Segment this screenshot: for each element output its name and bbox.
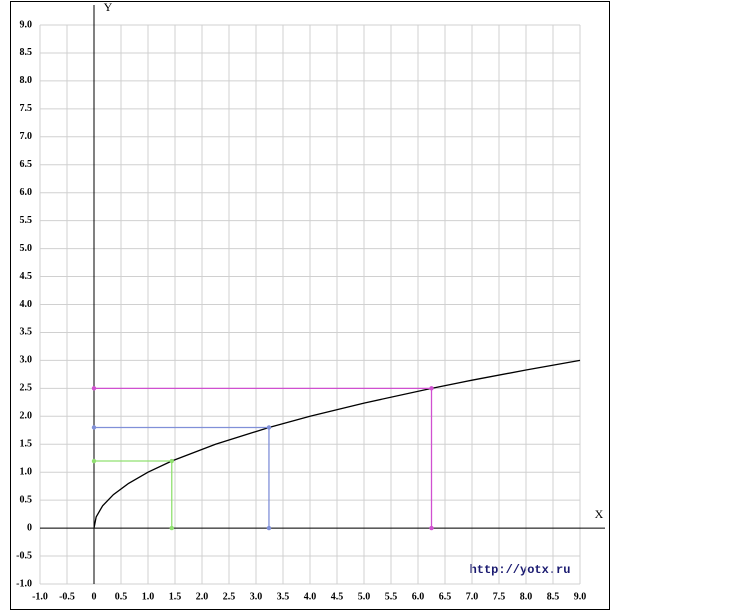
x-tick-label: 4.0 xyxy=(304,591,317,602)
y-tick-label: 5.5 xyxy=(20,215,33,226)
y-tick-label: -0.5 xyxy=(16,550,32,561)
x-tick-label: 1.0 xyxy=(142,591,155,602)
y-tick-label: 6.5 xyxy=(20,159,33,170)
x-tick-label: -1.0 xyxy=(32,591,48,602)
x-tick-label: 6.0 xyxy=(412,591,425,602)
x-tick-label: 6.5 xyxy=(439,591,452,602)
y-tick-label: 8.0 xyxy=(20,75,33,86)
x-tick-label: 3.0 xyxy=(250,591,263,602)
x-tick-label: 0 xyxy=(92,591,97,602)
marker xyxy=(266,425,272,430)
marker xyxy=(429,386,434,391)
marker-x-foot xyxy=(429,525,434,531)
y-tick-label: 8.5 xyxy=(20,47,33,58)
x-tick-label: 1.5 xyxy=(169,591,182,602)
y-tick-label: 7.0 xyxy=(20,131,33,142)
marker-y-foot xyxy=(91,386,97,391)
marker-y-foot xyxy=(91,458,97,464)
y-tick-label: 5.0 xyxy=(20,243,33,254)
y-tick-label: 3.5 xyxy=(20,327,33,338)
y-tick-label: 6.0 xyxy=(20,187,33,198)
y-tick-label: 1.5 xyxy=(20,439,33,450)
y-tick-label: 4.0 xyxy=(20,299,33,310)
x-tick-label: 8.0 xyxy=(520,591,533,602)
x-tick-label: 8.5 xyxy=(547,591,560,602)
marker-y-foot xyxy=(91,425,97,430)
curve xyxy=(93,359,581,529)
x-tick-label: 2.5 xyxy=(223,591,236,602)
marker-x-foot xyxy=(266,525,272,531)
y-tick-label: 7.5 xyxy=(20,103,33,114)
x-tick-label: 4.5 xyxy=(331,591,344,602)
frame xyxy=(10,1,610,610)
y-tick-label: 0.5 xyxy=(20,494,33,505)
y-axis-label: Y xyxy=(104,0,113,14)
x-tick-label: 5.0 xyxy=(358,591,371,602)
y-tick-label: -1.0 xyxy=(16,578,32,589)
x-tick-label: 2.0 xyxy=(196,591,209,602)
x-tick-label: 0.5 xyxy=(115,591,128,602)
y-tick-label: 3.0 xyxy=(20,355,33,366)
x-tick-label: -0.5 xyxy=(59,591,75,602)
marker-x-foot xyxy=(169,525,174,531)
x-tick-label: 9.0 xyxy=(574,591,587,602)
x-tick-label: 7.0 xyxy=(466,591,479,602)
watermark: http://yotx.ru xyxy=(470,563,571,577)
y-tick-label: 9.0 xyxy=(20,19,33,30)
x-tick-label: 5.5 xyxy=(385,591,398,602)
y-tick-label: 4.5 xyxy=(20,271,33,282)
x-tick-label: 3.5 xyxy=(277,591,290,602)
y-tick-label: 2.5 xyxy=(20,383,33,394)
x-axis-label: X xyxy=(595,507,604,521)
x-tick-label: 7.5 xyxy=(493,591,506,602)
marker xyxy=(169,458,174,464)
y-tick-label: 0 xyxy=(27,522,32,533)
y-tick-label: 2.0 xyxy=(20,411,33,422)
y-tick-label: 1.0 xyxy=(20,466,33,477)
